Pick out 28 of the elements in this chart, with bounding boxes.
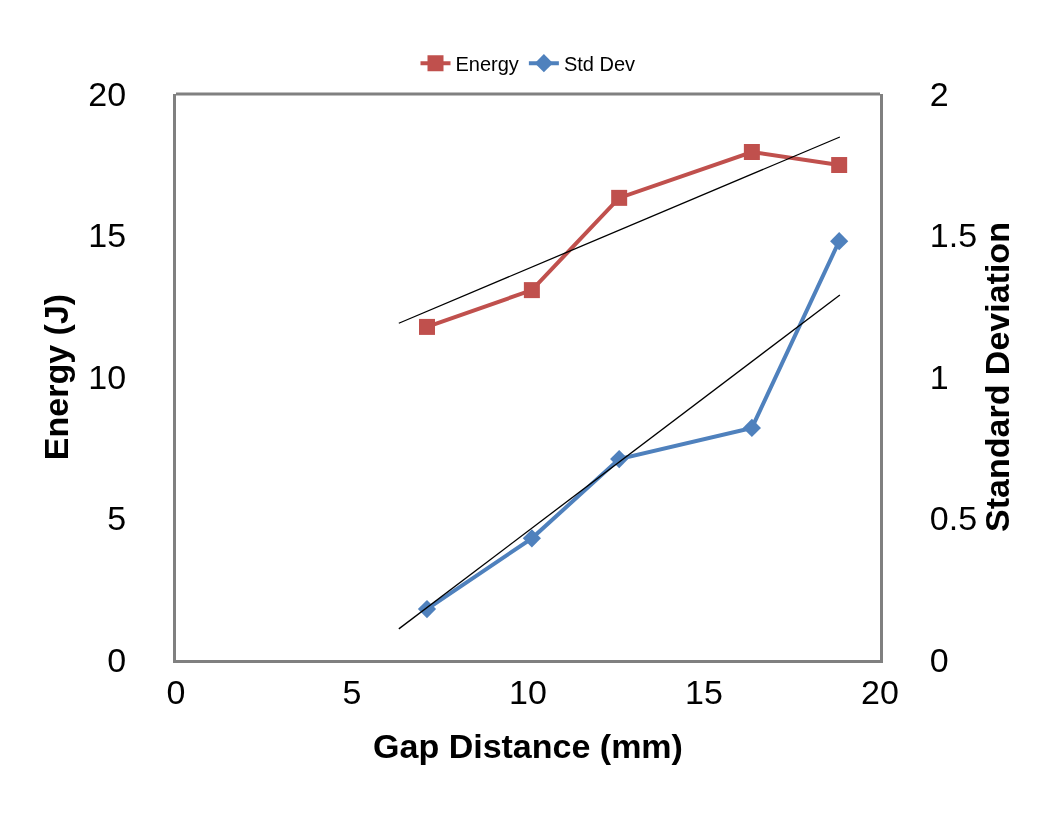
point	[523, 282, 540, 299]
y2-tick-label: 1.5	[929, 216, 978, 255]
y-tick-label: 15	[88, 216, 127, 255]
point	[418, 318, 435, 335]
x-tick-label: 0	[166, 672, 186, 711]
y2-tick-label: 1	[929, 357, 949, 396]
point	[830, 232, 849, 251]
y-tick-label: 5	[107, 499, 127, 538]
point	[522, 529, 541, 548]
legend-label: Energy	[455, 52, 519, 75]
x-tick-label: 20	[861, 672, 899, 711]
legend-label: Std Dev	[563, 52, 636, 75]
point	[743, 144, 760, 161]
y2-axis-title: Standard Deviation	[978, 222, 1017, 532]
y-tick-label: 10	[88, 357, 127, 396]
point	[742, 418, 761, 438]
point	[831, 157, 848, 174]
point	[611, 189, 628, 206]
x-tick-label: 10	[509, 672, 547, 711]
y-tick-label: 20	[88, 74, 127, 113]
x-axis-title: Gap Distance (mm)	[373, 727, 683, 766]
y2-tick-label: 0.5	[929, 499, 978, 538]
y2-tick-label: 0	[929, 640, 949, 679]
y2-tick-label: 2	[929, 74, 949, 113]
x-tick-label: 5	[342, 672, 362, 711]
y-axis-title: Energy (J)	[36, 293, 75, 461]
x-tick-label: 15	[685, 672, 723, 711]
y-tick-label: 0	[107, 640, 127, 679]
